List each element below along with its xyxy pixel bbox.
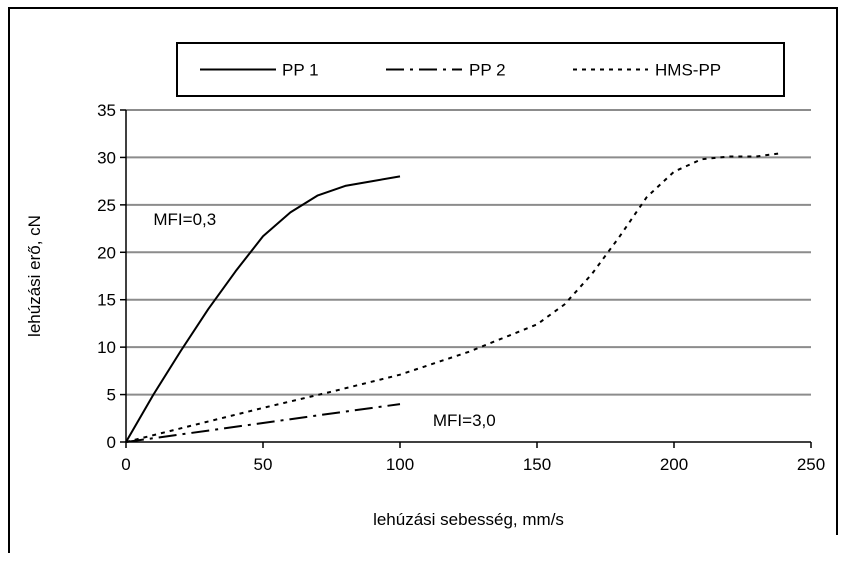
legend-label: PP 2 <box>469 61 506 80</box>
y-axis-title: lehúzási erő, cN <box>25 215 44 337</box>
legend-box <box>176 42 785 97</box>
x-tick-label: 150 <box>523 455 551 474</box>
x-tick-label: 100 <box>386 455 414 474</box>
legend-label: HMS-PP <box>655 61 721 80</box>
y-tick-label: 10 <box>97 338 116 357</box>
y-tick-label: 0 <box>107 433 116 452</box>
x-tick-label: 50 <box>254 455 273 474</box>
chart-frame <box>8 7 838 553</box>
x-tick-label: 200 <box>660 455 688 474</box>
x-tick-label: 0 <box>121 455 130 474</box>
x-axis-title: lehúzási sebesség, mm/s <box>373 510 564 529</box>
y-tick-label: 15 <box>97 291 116 310</box>
y-tick-label: 25 <box>97 196 116 215</box>
series-line-pp-2 <box>125 403 401 443</box>
y-tick-label: 35 <box>97 101 116 120</box>
series-line-hms-pp <box>125 152 779 443</box>
y-tick-label: 20 <box>97 243 116 262</box>
annotation-label: MFI=3,0 <box>433 411 496 430</box>
y-tick-label: 30 <box>97 148 116 167</box>
annotation-label: MFI=0,3 <box>153 210 216 229</box>
x-tick-label: 250 <box>797 455 825 474</box>
series-line-pp-1 <box>125 175 401 443</box>
legend-label: PP 1 <box>282 61 319 80</box>
y-tick-label: 5 <box>107 386 116 405</box>
